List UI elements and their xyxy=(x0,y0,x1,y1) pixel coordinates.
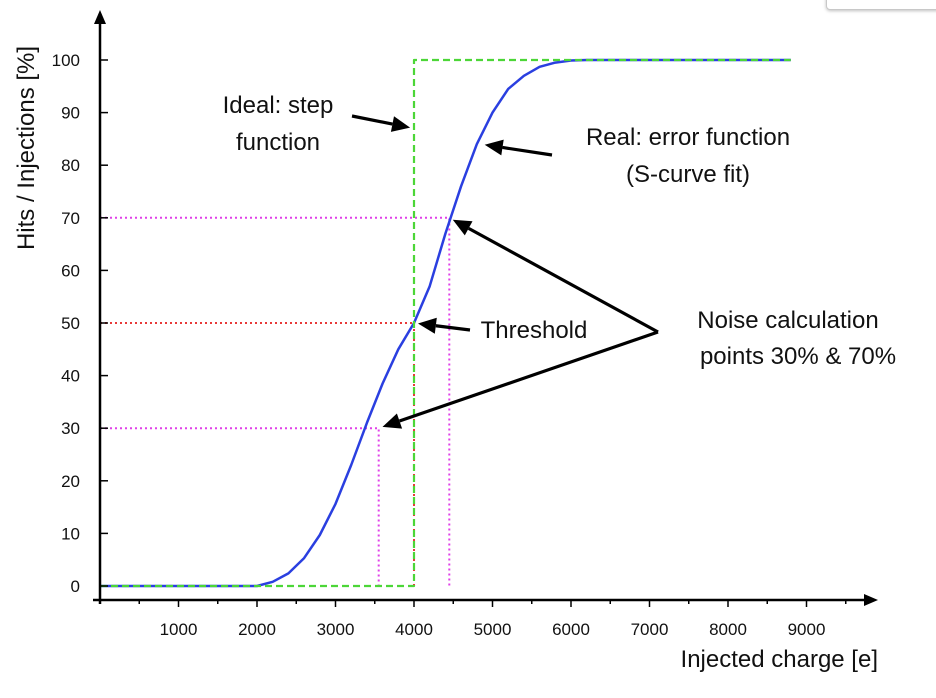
y-tick-label: 20 xyxy=(61,472,80,491)
annotation-3-arrow-shaft xyxy=(435,324,471,332)
annotation-1-line-2: function xyxy=(236,129,320,156)
y-tick-label: 30 xyxy=(61,419,80,438)
annotation-4-arrowhead xyxy=(452,219,473,236)
x-tick-label: 9000 xyxy=(788,620,826,639)
y-tick-label: 80 xyxy=(61,156,80,175)
x-tick-label: 6000 xyxy=(552,620,590,639)
annotation-4-arrow-shaft xyxy=(398,330,659,423)
annotation-1-line-1: Ideal: step xyxy=(223,92,334,119)
axes xyxy=(93,10,878,606)
reference-line-3 xyxy=(100,322,415,586)
annotation-2-line-1: Real: error function xyxy=(586,124,790,151)
annotation-1-arrowhead xyxy=(390,116,411,132)
x-tick-label: 2000 xyxy=(238,620,276,639)
y-axis-arrowhead xyxy=(94,10,106,24)
x-tick-label: 4000 xyxy=(395,620,433,639)
reference-line-1 xyxy=(100,216,451,586)
annotation-3-arrowhead xyxy=(418,317,437,334)
y-tick-label: 0 xyxy=(71,577,80,596)
annotation-2-arrow-shaft xyxy=(502,145,553,157)
annotation-3-line-1: Threshold xyxy=(481,317,588,344)
y-axis-ticks: 0 10 20 30 40 50 60 70 80 90 100 xyxy=(52,51,108,596)
annotations: Ideal: step function Real: error function (… xyxy=(223,92,896,429)
y-tick-label: 40 xyxy=(61,367,80,386)
y-tick-label: 100 xyxy=(52,51,80,70)
window-corner-frame xyxy=(826,0,936,10)
step-function-series-line xyxy=(100,58,791,588)
y-tick-label: 60 xyxy=(61,261,80,280)
annotation-2-arrowhead xyxy=(484,139,504,156)
annotation-1-arrow-shaft xyxy=(351,114,393,126)
x-tick-label: 8000 xyxy=(709,620,747,639)
reference-lines xyxy=(100,216,451,586)
x-axis-ticks: 1000 2000 3000 4000 5000 6000 7000 8000 9000 xyxy=(138,600,847,639)
annotation-4-line-1: Noise calculation xyxy=(697,307,878,334)
y-tick-label: 10 xyxy=(61,524,80,543)
annotation-4-line-2: points 30% & 70% xyxy=(700,343,896,370)
x-axis-title: Injected charge [e] xyxy=(681,646,878,673)
x-tick-label: 1000 xyxy=(160,620,198,639)
y-tick-label: 70 xyxy=(61,209,80,228)
annotation-4-arrowhead xyxy=(382,413,403,429)
reference-line-2 xyxy=(100,427,380,586)
y-tick-label: 90 xyxy=(61,104,80,123)
annotation-4-arrow-shaft xyxy=(467,226,659,334)
y-axis-title: Hits / Injections [%] xyxy=(13,46,40,250)
x-tick-label: 3000 xyxy=(317,620,355,639)
y-tick-label: 50 xyxy=(61,314,80,333)
x-axis-arrowhead xyxy=(864,594,878,606)
series-lines xyxy=(100,58,791,588)
x-tick-label: 7000 xyxy=(631,620,669,639)
x-tick-label: 5000 xyxy=(474,620,512,639)
annotation-2-line-2: (S-curve fit) xyxy=(626,161,750,188)
s-curve-series-line xyxy=(100,58,791,588)
